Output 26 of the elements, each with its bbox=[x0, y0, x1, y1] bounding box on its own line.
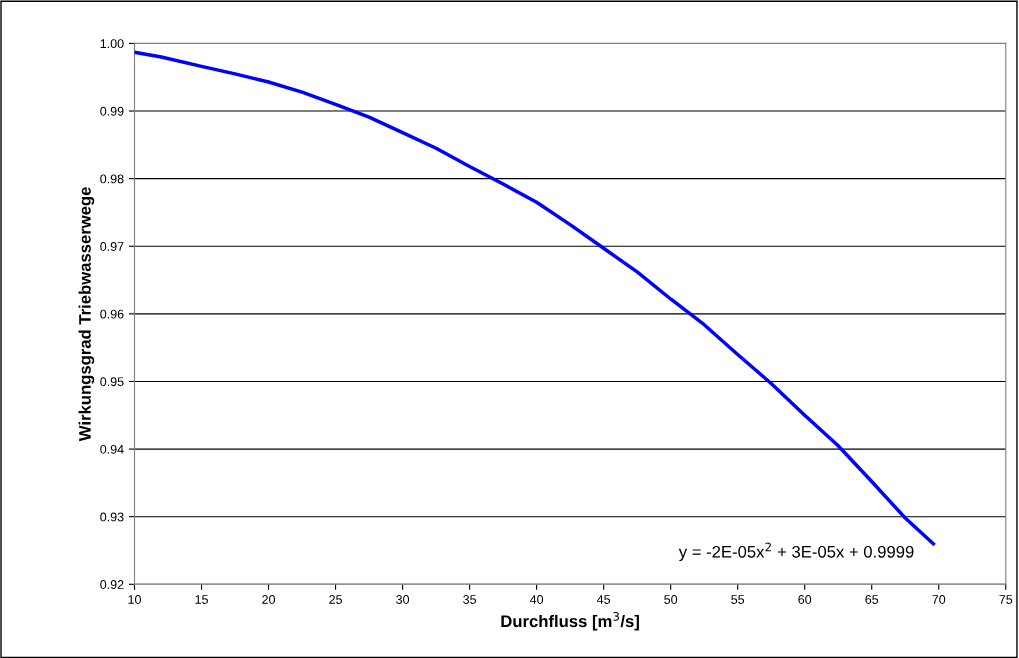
x-tick-label: 30 bbox=[396, 595, 410, 604]
x-tick-label: 40 bbox=[529, 595, 544, 604]
x-tick-label: 65 bbox=[865, 595, 879, 604]
x-tick-label: 25 bbox=[329, 595, 342, 604]
x-axis-title: Durchfluss [m$^{3}$/s] bbox=[501, 611, 639, 631]
x-tick-label: 35 bbox=[463, 595, 477, 604]
x-tick-label: 55 bbox=[731, 595, 745, 604]
x-tick-label: 45 bbox=[596, 595, 611, 604]
x-tick-label: 60 bbox=[798, 595, 812, 604]
x-tick-label: 20 bbox=[262, 595, 276, 604]
x-tick-label: 15 bbox=[195, 595, 208, 604]
y-tick-label: 0.93 bbox=[100, 512, 124, 522]
y-tick-label: 0.94 bbox=[100, 444, 124, 454]
x-tick-label: 10 bbox=[128, 595, 141, 604]
annotation: y = -2E-05x$^{2}$ + 3E-05x + 0.9999 bbox=[678, 542, 914, 562]
y-tick-label: 0.92 bbox=[100, 580, 124, 589]
y-tick-label: 0.98 bbox=[100, 174, 124, 184]
y-tick-label: 0.95 bbox=[100, 377, 124, 387]
x-tick-label: 50 bbox=[664, 595, 678, 604]
x-tick-label: 70 bbox=[932, 595, 946, 604]
y-tick-label: 0.99 bbox=[100, 106, 124, 116]
y-tick-label: 1.00 bbox=[100, 39, 124, 49]
y-tick-label: 0.97 bbox=[100, 242, 124, 251]
y-tick-label: 0.96 bbox=[100, 309, 124, 319]
y-axis-title: Wirkungsgrad Triebwasserwege bbox=[78, 187, 95, 442]
x-tick-label: 75 bbox=[999, 595, 1013, 604]
